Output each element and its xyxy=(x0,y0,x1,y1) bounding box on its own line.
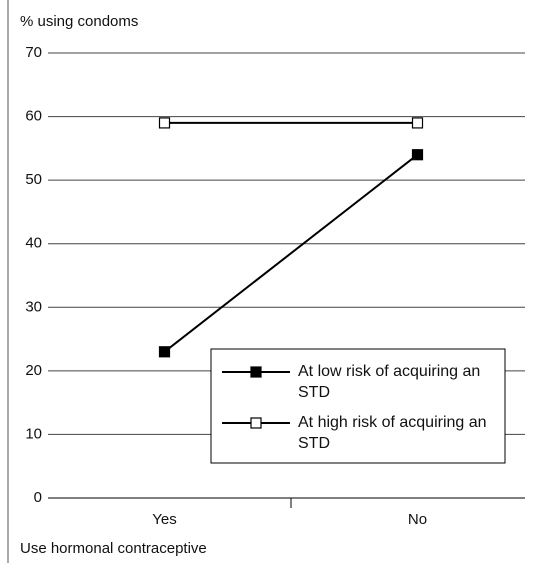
y-axis-label: % using condoms xyxy=(20,13,138,30)
y-tick-label: 30 xyxy=(25,298,42,315)
legend-label: At high risk of acquiring an STD xyxy=(298,414,487,452)
legend-label: At low risk of acquiring an STD xyxy=(298,363,481,401)
y-tick-label: 60 xyxy=(25,108,42,125)
y-tick-label: 10 xyxy=(25,425,42,442)
marker xyxy=(250,417,262,429)
x-tick-label: No xyxy=(408,511,427,528)
y-tick-label: 70 xyxy=(25,44,42,61)
y-tick-label: 0 xyxy=(34,489,42,506)
y-tick-label: 40 xyxy=(25,235,42,252)
marker xyxy=(158,346,171,358)
series-line xyxy=(163,153,419,353)
y-tick-label: 20 xyxy=(25,362,42,379)
marker xyxy=(411,117,424,129)
y-tick-label: 50 xyxy=(25,171,42,188)
x-tick-label: Yes xyxy=(152,511,176,528)
marker xyxy=(250,366,262,378)
x-axis-label: Use hormonal contraceptive xyxy=(20,540,207,557)
marker xyxy=(411,149,424,161)
marker xyxy=(158,117,171,129)
